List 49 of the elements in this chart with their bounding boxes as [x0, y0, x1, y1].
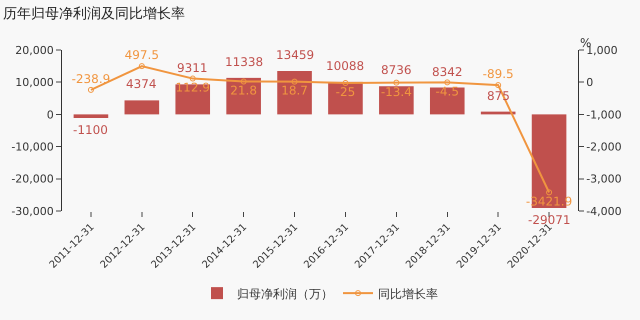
data-label: 13459	[276, 48, 314, 62]
data-label: 8342	[432, 65, 463, 79]
point	[88, 86, 94, 93]
point	[292, 78, 298, 85]
bar	[124, 100, 160, 114]
bar	[430, 88, 465, 114]
y2-tick-label: -1,000	[586, 108, 622, 122]
data-label: 10088	[326, 59, 364, 73]
y-tick-label: -10,000	[11, 140, 54, 154]
data-label: 112.9	[176, 80, 210, 95]
point	[495, 82, 502, 88]
data-label: 8736	[381, 63, 412, 77]
bar	[74, 114, 108, 118]
data-label: -13.4	[380, 84, 412, 99]
data-label: -89.5	[482, 66, 514, 81]
bar	[379, 86, 414, 114]
y-tick-label: 0	[46, 108, 54, 122]
data-label: -25	[336, 85, 356, 100]
data-label: -4.5	[436, 84, 459, 98]
y2-tick-label: -4,000	[586, 204, 622, 218]
legend-label: 归母净利润（万）	[237, 286, 333, 301]
data-label: 497.5	[124, 48, 160, 62]
legend-label: 同比增长率	[378, 286, 438, 301]
data-label: 11338	[225, 55, 264, 69]
point	[190, 76, 196, 82]
y2-tick-label: 0	[586, 76, 594, 90]
data-label: -1100	[73, 123, 108, 137]
point	[444, 79, 450, 86]
point	[393, 80, 400, 86]
y-tick-label: 10,000	[15, 76, 54, 90]
y-tick-label: 20,000	[15, 44, 54, 57]
chart-title: 历年归母净利润及同比增长率	[3, 6, 186, 22]
point	[546, 189, 552, 196]
bar	[277, 71, 312, 114]
data-label: -238.9	[72, 72, 110, 86]
data-label: 4374	[126, 77, 157, 91]
bar	[480, 112, 516, 114]
y2-tick-label: -3,000	[586, 172, 622, 186]
data-label: 21.8	[230, 84, 257, 98]
data-label: 9311	[177, 61, 208, 75]
point	[138, 63, 145, 70]
bar	[226, 78, 261, 114]
point	[342, 80, 348, 86]
y-tick-label: -30,000	[11, 204, 54, 218]
data-label: 18.7	[281, 84, 308, 98]
point	[240, 78, 247, 84]
bar	[175, 84, 210, 114]
y2-tick-label: -2,000	[586, 140, 622, 154]
y-tick-label: -20,000	[11, 172, 54, 186]
